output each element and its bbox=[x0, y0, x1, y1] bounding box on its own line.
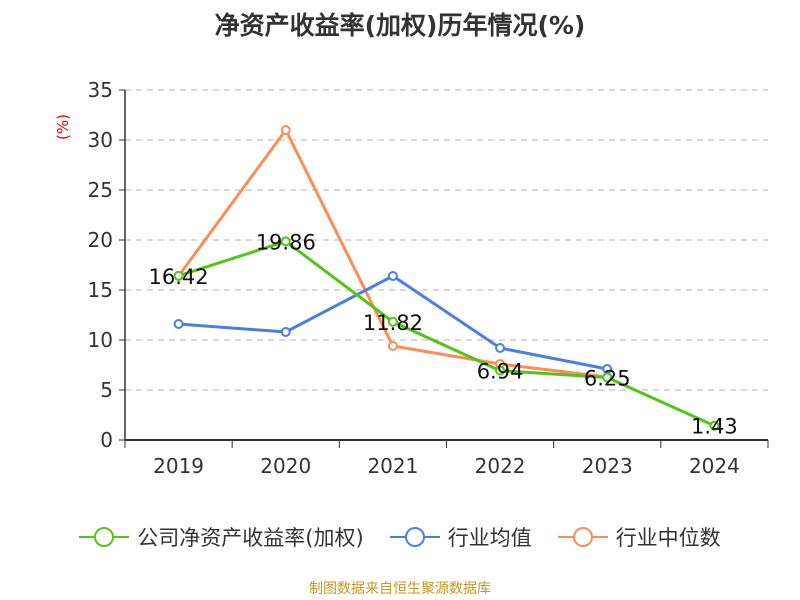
series-line bbox=[178, 239, 716, 428]
data-point bbox=[495, 343, 506, 353]
data-point bbox=[709, 420, 720, 431]
legend-item[interactable]: 行业均值 bbox=[389, 522, 532, 552]
data-point bbox=[387, 271, 398, 281]
x-tick-label: 2022 bbox=[475, 454, 526, 478]
x-tick-label: 2023 bbox=[582, 454, 633, 478]
data-point bbox=[280, 327, 291, 337]
legend-marker-icon bbox=[79, 527, 130, 547]
data-label: 6.25 bbox=[584, 367, 631, 391]
y-tick-label: 20 bbox=[88, 228, 113, 252]
y-tick-label: 30 bbox=[88, 128, 113, 152]
chart-title: 净资产收益率(加权)历年情况(%) bbox=[214, 11, 586, 40]
x-tick-label: 2019 bbox=[153, 454, 204, 478]
data-label: 16.42 bbox=[149, 265, 209, 289]
data-label: 11.82 bbox=[363, 311, 423, 335]
data-point bbox=[387, 316, 398, 327]
data-label: 6.94 bbox=[477, 360, 524, 384]
legend: 公司净资产收益率(加权) 行业均值 行业中位数 bbox=[0, 522, 800, 552]
legend-label: 行业中位数 bbox=[615, 526, 721, 550]
data-point bbox=[280, 236, 291, 247]
data-point bbox=[173, 270, 184, 281]
y-tick-label: 5 bbox=[100, 378, 113, 402]
data-point bbox=[280, 125, 291, 135]
x-tick-label: 2024 bbox=[689, 454, 740, 478]
x-tick-label: 2020 bbox=[260, 454, 311, 478]
y-tick-label: 0 bbox=[100, 428, 113, 452]
data-point bbox=[173, 319, 184, 329]
source-note: 制图数据来自恒生聚源数据库 bbox=[309, 581, 491, 597]
legend-marker-icon bbox=[557, 527, 608, 547]
legend-label: 行业均值 bbox=[447, 526, 532, 550]
y-tick-label: 35 bbox=[88, 78, 113, 102]
legend-item[interactable]: 公司净资产收益率(加权) bbox=[79, 522, 364, 552]
y-axis-unit: (%) bbox=[54, 114, 72, 140]
legend-item[interactable]: 行业中位数 bbox=[557, 522, 721, 552]
legend-marker-icon bbox=[389, 527, 440, 547]
y-tick-label: 15 bbox=[88, 278, 113, 302]
data-point bbox=[602, 372, 613, 383]
legend-label: 公司净资产收益率(加权) bbox=[137, 526, 364, 550]
x-tick-label: 2021 bbox=[367, 454, 418, 478]
data-label: 1.43 bbox=[691, 415, 738, 439]
data-label: 19.86 bbox=[256, 230, 316, 254]
data-point bbox=[495, 365, 506, 376]
y-tick-label: 10 bbox=[88, 328, 113, 352]
data-point bbox=[387, 341, 398, 351]
y-tick-label: 25 bbox=[88, 178, 113, 202]
